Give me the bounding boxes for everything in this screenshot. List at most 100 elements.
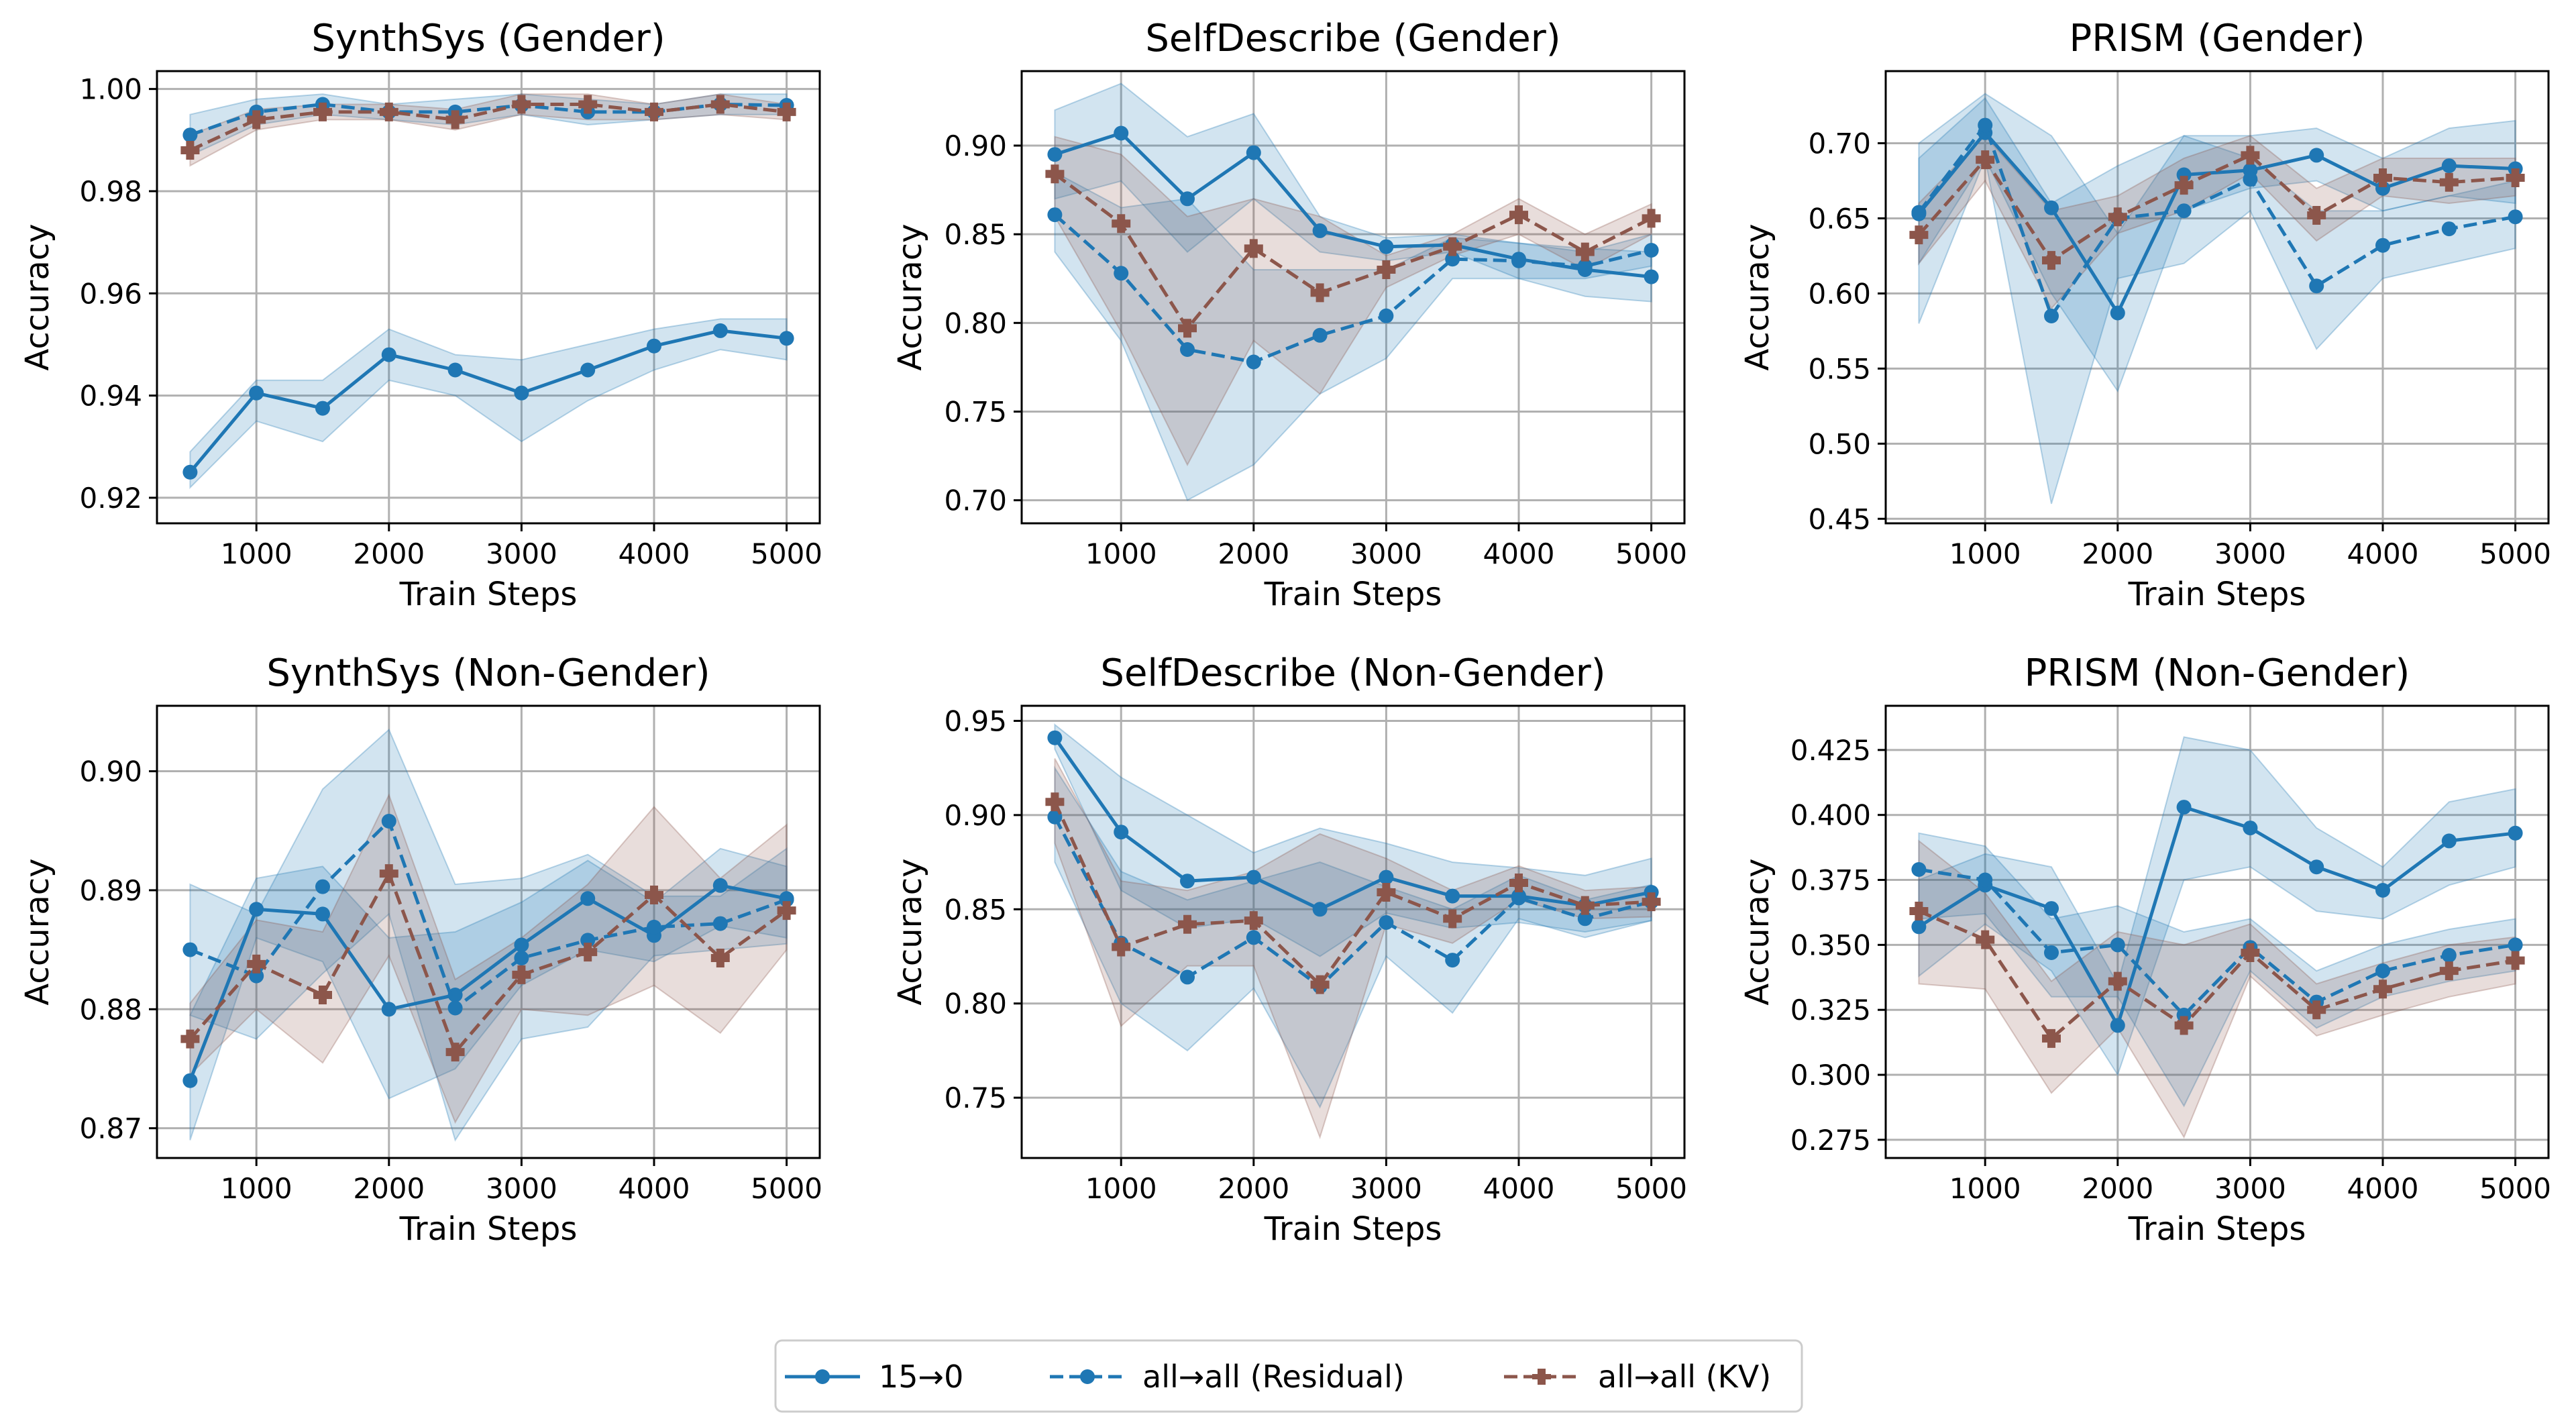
point-residual — [1978, 117, 1993, 133]
y-tick-label: 0.98 — [79, 175, 142, 208]
band-residual — [1054, 766, 1652, 1109]
y-tick-label: 0.65 — [1808, 202, 1871, 235]
x-tick-label: 1000 — [221, 1172, 292, 1205]
panel-2: SelfDescribe (Gender) 1000 2000 3000 4000 500… — [892, 17, 1687, 613]
point-kv — [180, 141, 200, 160]
x-tick-label: 4000 — [2347, 537, 2419, 570]
y-tick-label: 0.75 — [944, 395, 1007, 428]
series-line-residual — [189, 103, 787, 137]
y-axis-label: Accuracy — [19, 858, 56, 1005]
y-tick-label: 0.90 — [944, 129, 1007, 162]
point-kv — [1244, 239, 1263, 258]
legend-entry-15-to-0: 15→0 — [785, 1359, 963, 1395]
y-tick-label: 0.425 — [1790, 734, 1871, 767]
panel-title: SelfDescribe (Non-Gender) — [1100, 651, 1605, 695]
point-kv — [1509, 205, 1528, 225]
x-tick-label: 5000 — [2479, 1172, 2551, 1205]
y-tick-label: 0.350 — [1790, 929, 1871, 961]
point-15-to-0 — [249, 902, 264, 917]
legend-entry-kv: all→all (KV) — [1504, 1359, 1771, 1395]
point-kv — [1443, 909, 1462, 929]
series-line-kv — [1917, 153, 2516, 262]
point-15-to-0 — [381, 1002, 396, 1017]
point-kv — [512, 95, 531, 114]
point-15-to-0 — [1644, 269, 1659, 284]
band-15-to-0 — [1918, 93, 2516, 393]
point-15-to-0 — [514, 937, 529, 953]
point-kv — [578, 95, 598, 114]
y-tick-label: 0.75 — [944, 1081, 1007, 1114]
series-line-15-to-0 — [1918, 805, 2516, 1027]
x-tick-label: 2000 — [2082, 1172, 2153, 1205]
point-kv — [1112, 937, 1131, 957]
point-kv — [2506, 951, 2525, 970]
point-kv — [2307, 205, 2326, 225]
point-residual — [1911, 205, 1927, 220]
panel-6: PRISM (Non-Gender) 1000 2000 3000 4000 5000 0.… — [1739, 651, 2551, 1248]
series-line-15-to-0 — [1053, 737, 1652, 911]
point-residual — [2508, 937, 2523, 953]
point-residual — [447, 1000, 463, 1016]
point-residual — [1180, 969, 1195, 985]
x-tick-label: 1000 — [1949, 537, 2021, 570]
series-line-kv — [189, 872, 788, 1054]
y-axis-label: Accuracy — [1739, 223, 1776, 370]
point-residual — [1577, 258, 1593, 274]
y-tick-label: 0.94 — [79, 380, 142, 413]
point-kv — [1976, 150, 1995, 170]
point-residual — [2375, 237, 2390, 253]
point-kv — [1178, 914, 1197, 934]
y-tick-label: 0.45 — [1808, 503, 1871, 535]
point-15-to-0 — [1047, 147, 1063, 162]
point-kv — [1642, 892, 1661, 912]
point-kv — [2241, 146, 2260, 165]
x-tick-label: 1000 — [221, 537, 292, 570]
point-kv — [2042, 1028, 2061, 1048]
point-15-to-0 — [2441, 833, 2457, 849]
point-kv — [2439, 172, 2459, 192]
point-residual — [1644, 243, 1659, 258]
point-residual — [1445, 953, 1460, 968]
band-residual — [1918, 832, 2516, 1108]
x-tick-label: 1000 — [1949, 1172, 2021, 1205]
x-tick-label: 3000 — [486, 1172, 557, 1205]
y-tick-label: 0.55 — [1808, 352, 1871, 385]
point-residual — [1511, 253, 1526, 268]
point-15-to-0 — [1047, 730, 1063, 745]
point-15-to-0 — [381, 347, 396, 362]
series-line-15-to-0 — [189, 329, 787, 474]
panel-1: SynthSys (Gender) 1000 2000 3000 4000 5000 0.9… — [19, 17, 822, 613]
point-kv — [512, 965, 531, 984]
legend-frame — [774, 1339, 1803, 1413]
point-kv — [1310, 975, 1330, 994]
axes-frame — [1884, 70, 2550, 525]
point-residual — [2309, 278, 2324, 294]
x-axis-label: Train Steps — [399, 576, 578, 613]
point-kv — [2108, 971, 2127, 991]
point-residual — [2441, 221, 2457, 237]
point-residual — [1246, 930, 1261, 945]
x-tick-label: 2000 — [1218, 537, 1289, 570]
point-15-to-0 — [447, 988, 463, 1002]
x-tick-label: 5000 — [751, 1172, 822, 1205]
point-kv — [247, 954, 266, 973]
point-residual — [1180, 342, 1195, 357]
y-tick-label: 1.00 — [79, 73, 142, 106]
point-residual — [1577, 911, 1593, 927]
point-15-to-0 — [1246, 145, 1261, 160]
x-tick-label: 3000 — [2214, 537, 2286, 570]
point-kv — [1909, 225, 1929, 245]
y-tick-label: 0.70 — [944, 484, 1007, 517]
point-residual — [1379, 915, 1394, 930]
x-tick-label: 5000 — [751, 537, 822, 570]
series-line-residual — [1919, 867, 2516, 1017]
point-15-to-0 — [315, 401, 330, 416]
point-15-to-0 — [249, 385, 264, 401]
point-kv — [1642, 209, 1661, 228]
legend-marker-kv — [1532, 1369, 1551, 1385]
point-residual — [2441, 947, 2457, 963]
x-tick-label: 4000 — [1483, 1172, 1555, 1205]
point-15-to-0 — [2110, 305, 2125, 321]
point-kv — [1045, 792, 1065, 812]
point-kv — [2373, 168, 2392, 187]
